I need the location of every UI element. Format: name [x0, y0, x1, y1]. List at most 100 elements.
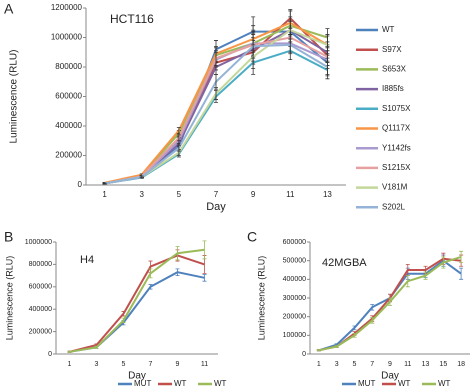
x-tick-label: 5 [177, 190, 182, 199]
y-tick-label: 1000000 [51, 33, 83, 42]
error-bar [67, 350, 72, 353]
x-tick-label: 5 [122, 361, 126, 368]
error-bar [148, 268, 153, 279]
panel-letter: A [4, 1, 14, 17]
error-bar [214, 73, 218, 90]
x-tick-label: 7 [370, 361, 374, 368]
x-tick-label: 3 [139, 190, 144, 199]
x-tick-label: 18 [457, 361, 465, 368]
x-tick-label: 15 [439, 361, 447, 368]
x-tick-label: 3 [335, 361, 339, 368]
y-tick-label: 400000 [55, 121, 82, 130]
x-axis-label: Day [128, 371, 146, 382]
error-bar [175, 246, 180, 261]
y-tick-label: 500000 [283, 258, 306, 265]
legend-label: WT [438, 379, 451, 388]
error-bar [214, 50, 218, 66]
y-axis-label: Luminescence (RLU) [9, 50, 20, 144]
error-bar [139, 175, 144, 179]
legend-label: S97X [382, 45, 402, 54]
series-line [69, 248, 205, 353]
x-tick-label: 11 [201, 361, 208, 368]
y-axis-label: Luminescence (RLU) [4, 256, 14, 341]
error-bar [288, 35, 293, 55]
error-bar [176, 144, 181, 152]
error-bar [352, 333, 357, 338]
y-tick-label: 1200000 [51, 3, 83, 12]
x-tick-label: 7 [214, 190, 219, 199]
legend-label: WT [214, 379, 227, 388]
panel-letter: B [4, 229, 13, 245]
x-tick-label: 1 [317, 361, 321, 368]
x-tick-label: 3 [95, 361, 99, 368]
chart-title: 42MGBA [322, 257, 367, 269]
error-bar [121, 317, 126, 324]
legend-label: Y1142fs [382, 143, 411, 152]
x-tick-label: 7 [149, 361, 153, 368]
series-line [69, 254, 205, 353]
error-bar [102, 182, 107, 185]
y-tick-label: 200000 [29, 328, 52, 335]
y-tick-label: 0 [78, 180, 83, 189]
error-bar [334, 345, 339, 348]
error-bar [175, 268, 180, 276]
y-tick-label: 600000 [283, 239, 306, 246]
x-tick-label: 11 [404, 361, 411, 368]
y-tick-label: 1000000 [25, 239, 52, 246]
x-tick-label: 9 [251, 190, 256, 199]
x-tick-label: 5 [352, 361, 356, 368]
error-bar [121, 311, 126, 317]
x-tick-label: 11 [286, 190, 295, 199]
y-tick-label: 300000 [283, 295, 306, 302]
error-bar [325, 57, 330, 77]
y-tick-label: 100000 [283, 332, 306, 339]
y-axis-label: Luminescence (RLU) [256, 256, 266, 341]
legend-label: MUT [358, 379, 375, 388]
error-bar [251, 34, 256, 59]
error-bar [441, 256, 446, 269]
error-bar [325, 35, 330, 55]
error-bar [405, 275, 410, 288]
y-tick-label: 400000 [29, 306, 52, 313]
error-bar [148, 284, 153, 290]
x-tick-label: 13 [323, 190, 332, 199]
legend-label: I885fs [382, 84, 404, 93]
y-tick-label: 0 [48, 351, 52, 358]
x-axis-label: Day [381, 371, 399, 382]
chart-title: HCT116 [110, 12, 154, 26]
legend-label: S653X [382, 65, 407, 74]
y-tick-label: 600000 [29, 284, 52, 291]
legend-label: S1075X [382, 104, 411, 113]
error-bar [202, 274, 207, 282]
y-tick-label: 0 [302, 351, 306, 358]
y-tick-label: 800000 [29, 261, 52, 268]
panel-letter: C [247, 229, 257, 245]
legend-label: MUT [134, 379, 151, 388]
x-tick-label: 1 [102, 190, 107, 199]
y-tick-label: 200000 [283, 314, 306, 321]
legend-label: V181M [382, 183, 408, 192]
error-bar [423, 271, 428, 280]
error-bar [316, 349, 321, 352]
error-bar [94, 345, 99, 349]
error-bar [459, 250, 464, 263]
error-bar [202, 240, 207, 260]
x-tick-label: 1 [68, 361, 72, 368]
error-bar [370, 317, 375, 324]
legend-label: Q1117X [382, 124, 411, 133]
y-tick-label: 800000 [55, 62, 82, 71]
legend-label: WT [398, 379, 411, 388]
error-bar [352, 325, 357, 331]
legend-label: S202L [382, 202, 406, 211]
legend-label: S1215X [382, 163, 411, 172]
y-tick-label: 600000 [55, 92, 82, 101]
x-tick-label: 9 [388, 361, 392, 368]
x-axis-label: Day [206, 201, 226, 213]
error-bar [388, 297, 392, 306]
error-bar [370, 304, 375, 311]
error-bar [176, 134, 181, 142]
x-tick-label: 13 [422, 361, 430, 368]
series-line [69, 271, 205, 353]
error-bar [459, 267, 464, 280]
